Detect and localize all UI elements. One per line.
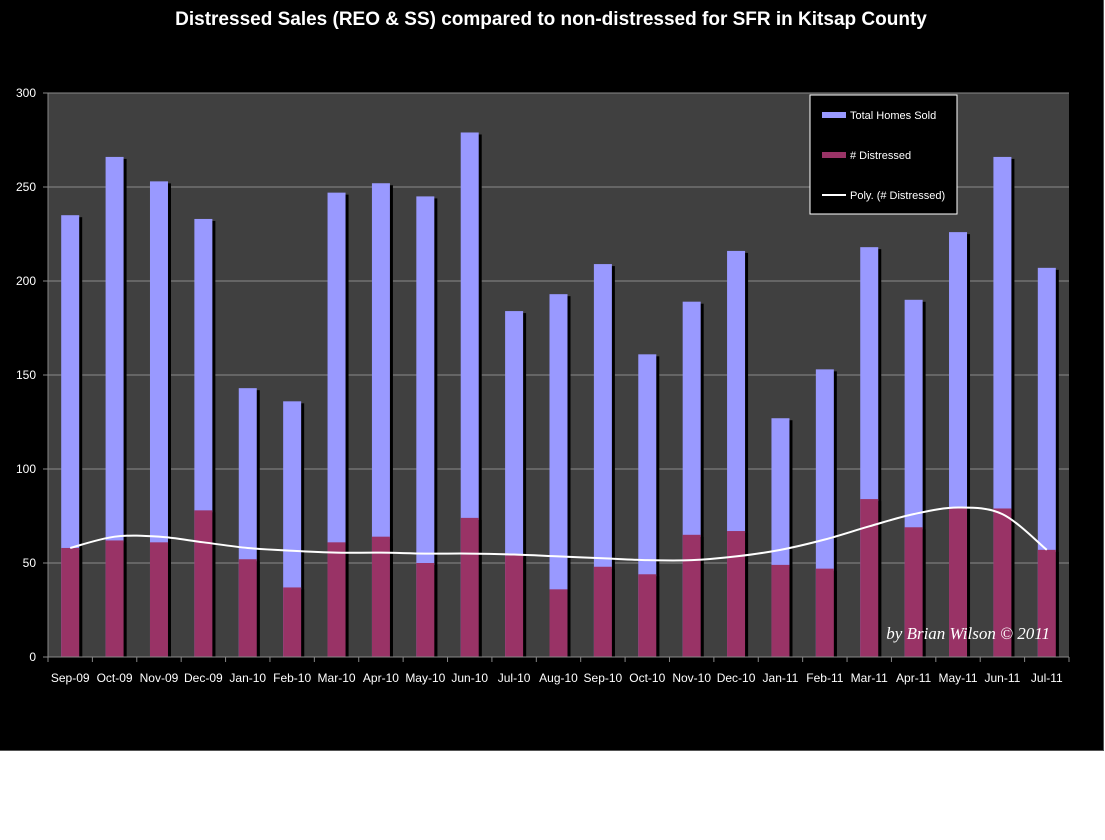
x-tick-label: Sep-10 [584, 671, 623, 685]
bar-distressed [549, 589, 568, 657]
y-tick-label: 300 [16, 86, 36, 100]
x-tick-label: Nov-10 [672, 671, 711, 685]
bar-distressed [593, 566, 612, 657]
x-tick-label: Mar-10 [318, 671, 356, 685]
x-tick-label: Apr-11 [896, 671, 931, 685]
legend-label-total: Total Homes Sold [850, 110, 936, 122]
legend: Total Homes Sold # Distressed Poly. (# D… [809, 94, 958, 215]
bar-distressed [283, 587, 302, 657]
x-tick-label: Apr-10 [363, 671, 399, 685]
author-signature: by Brian Wilson © 2011 [886, 624, 1050, 643]
x-tick-label: Jan-11 [763, 671, 799, 685]
x-tick-label: Jun-11 [985, 671, 1021, 685]
bar-distressed [371, 536, 390, 657]
trendline [69, 506, 1048, 562]
y-tick-label: 200 [16, 274, 36, 288]
x-tick-label: Feb-11 [806, 671, 843, 685]
bar-distressed [993, 508, 1012, 657]
x-axis-ticks: Sep-09 Oct-09 Nov-09 Dec-09 Jan-10 Feb-10 Mar-… [47, 657, 1070, 685]
bar-distressed [638, 574, 657, 657]
bar-distressed [505, 555, 524, 657]
y-tick-label: 150 [16, 368, 36, 382]
bar-distressed [194, 510, 213, 657]
x-tick-label: Feb-10 [273, 671, 311, 685]
legend-swatch-distressed [822, 152, 846, 158]
x-tick-label: Oct-09 [97, 671, 133, 685]
x-tick-label: May-11 [938, 671, 977, 685]
x-tick-label: Aug-10 [539, 671, 578, 685]
bar-distressed [327, 542, 346, 657]
x-tick-label: Dec-09 [184, 671, 223, 685]
bar-distressed [949, 508, 968, 657]
x-tick-label: Sep-09 [51, 671, 90, 685]
y-tick-label: 0 [29, 650, 36, 664]
bar-distressed [771, 564, 790, 657]
chart-frame: Distressed Sales (REO & SS) compared to … [0, 0, 1104, 751]
bar-total-homes-sold [105, 156, 124, 658]
x-tick-label: Jul-10 [498, 671, 531, 685]
bar-total-homes-sold [416, 196, 435, 657]
bar-distressed [416, 563, 435, 657]
trendline-poly-distressed [69, 506, 1048, 562]
bar-distressed [105, 540, 124, 657]
bar-distressed [1037, 549, 1056, 657]
legend-label-distressed: # Distressed [850, 150, 911, 162]
bar-distressed [904, 527, 923, 657]
bar-distressed [727, 531, 746, 657]
bar-distressed [460, 517, 479, 657]
y-tick-label: 100 [16, 462, 36, 476]
x-tick-label: Jun-10 [451, 671, 488, 685]
bar-distressed [815, 568, 834, 657]
bar-distressed [860, 499, 879, 657]
bar-total-homes-sold [327, 192, 346, 657]
bar-distressed [61, 547, 80, 657]
x-tick-label: Jan-10 [229, 671, 266, 685]
x-tick-label: Dec-10 [717, 671, 756, 685]
legend-swatch-total [822, 112, 846, 118]
bar-total-homes-sold [549, 294, 568, 657]
bar-distressed [682, 534, 701, 657]
x-tick-label: Nov-09 [140, 671, 179, 685]
chart-svg: Distressed Sales (REO & SS) compared to … [16, 9, 1070, 685]
x-tick-label: Oct-10 [629, 671, 665, 685]
bar-distressed [238, 559, 257, 657]
legend-label-trendline: Poly. (# Distressed) [850, 190, 945, 202]
bar-total-homes-sold [149, 181, 168, 658]
y-axis-ticks: 0 50 100 150 200 250 300 [16, 86, 48, 664]
y-tick-label: 50 [23, 556, 37, 570]
chart-title: Distressed Sales (REO & SS) compared to … [175, 9, 927, 30]
x-tick-label: Mar-11 [851, 671, 888, 685]
x-tick-label: Jul-11 [1031, 671, 1063, 685]
x-tick-label: May-10 [405, 671, 445, 685]
y-tick-label: 250 [16, 180, 36, 194]
bar-distressed [149, 542, 168, 657]
